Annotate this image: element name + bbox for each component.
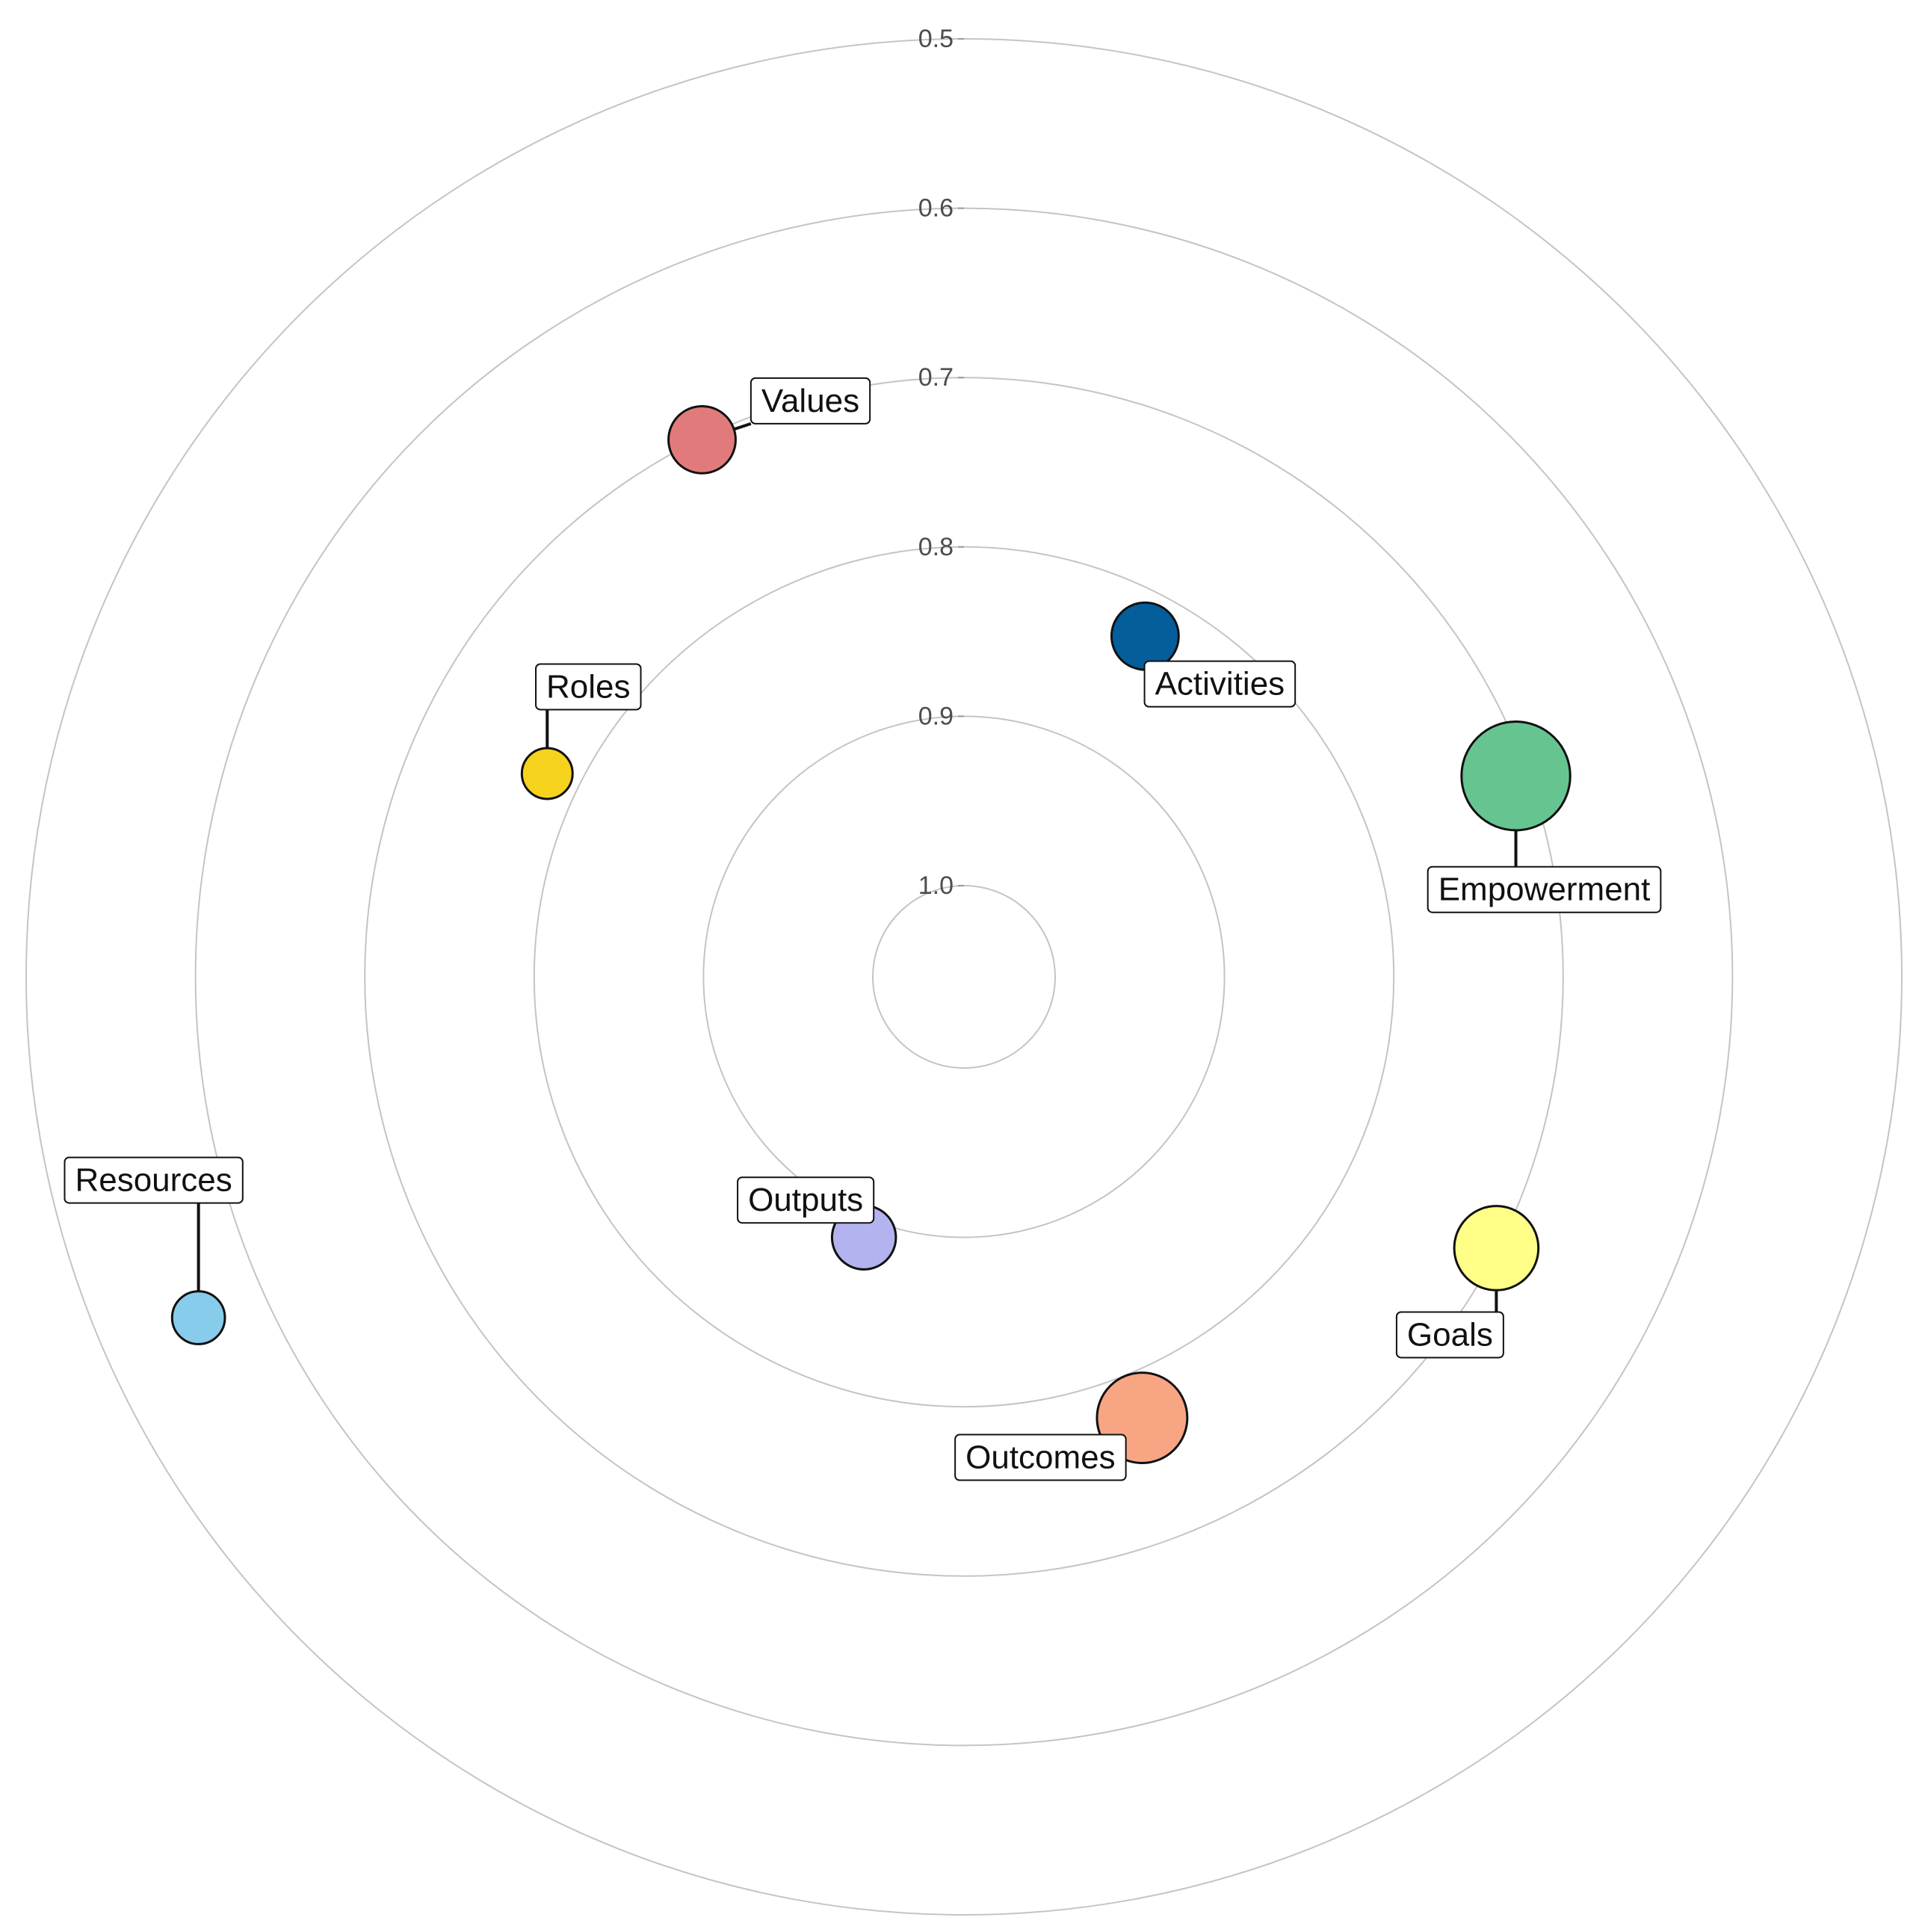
label-text-goals: Goals	[1407, 1316, 1493, 1353]
label-text-resources: Resources	[75, 1162, 232, 1199]
label-text-outputs: Outputs	[748, 1182, 863, 1218]
label-box-roles	[535, 663, 642, 711]
label-resources: Resources	[64, 1156, 244, 1204]
label-box-empowerment	[1427, 865, 1662, 913]
label-text-roles: Roles	[546, 668, 631, 705]
label-text-values: Values	[761, 383, 859, 419]
label-box-activities	[1143, 660, 1297, 708]
label-outputs: Outputs	[737, 1176, 875, 1224]
bubble-goals	[1453, 1205, 1540, 1291]
label-box-outcomes	[954, 1433, 1127, 1481]
label-goals: Goals	[1395, 1311, 1504, 1359]
label-leaders	[197, 422, 1518, 1436]
label-text-outcomes: Outcomes	[965, 1439, 1116, 1476]
radial-tick-label: 1.0	[918, 871, 954, 900]
bubble-roles	[520, 747, 574, 800]
grid-ring-0-7	[364, 377, 1564, 1577]
bubble-activities	[1110, 601, 1180, 671]
radial-tick-label: 0.8	[918, 533, 954, 561]
label-box-values	[750, 377, 871, 425]
label-outcomes: Outcomes	[954, 1433, 1127, 1481]
label-roles: Roles	[535, 663, 642, 711]
grid-ring-0-9	[702, 715, 1226, 1238]
data-points	[170, 404, 1572, 1464]
label-activities: Activities	[1143, 660, 1297, 708]
grid-ring-0-6	[194, 207, 1734, 1747]
grid-ring-0-5	[25, 38, 1903, 1916]
radial-tick-label: 0.7	[918, 363, 954, 392]
radial-tick-label: 0.6	[918, 194, 954, 223]
data-labels: Values Activities Empowerment Roles Goals Out…	[64, 377, 1662, 1481]
label-box-resources	[64, 1156, 244, 1204]
label-values: Values	[750, 377, 871, 425]
label-box-goals	[1395, 1311, 1504, 1359]
label-text-activities: Activities	[1155, 666, 1285, 703]
bubble-resources	[170, 1290, 226, 1345]
bubble-empowerment	[1460, 720, 1572, 832]
label-empowerment: Empowerment	[1427, 865, 1662, 913]
label-box-outputs	[737, 1176, 875, 1224]
bubble-values	[667, 404, 737, 475]
radial-tick-label: 0.5	[918, 25, 954, 53]
grid-ring-1-0	[872, 885, 1056, 1069]
radial-grid	[25, 38, 1903, 1916]
radial-tick-label: 0.9	[918, 702, 954, 730]
label-text-empowerment: Empowerment	[1438, 871, 1651, 908]
radial-axis: 0.5 0.6 0.7 0.8 0.9 1.0	[918, 25, 964, 900]
